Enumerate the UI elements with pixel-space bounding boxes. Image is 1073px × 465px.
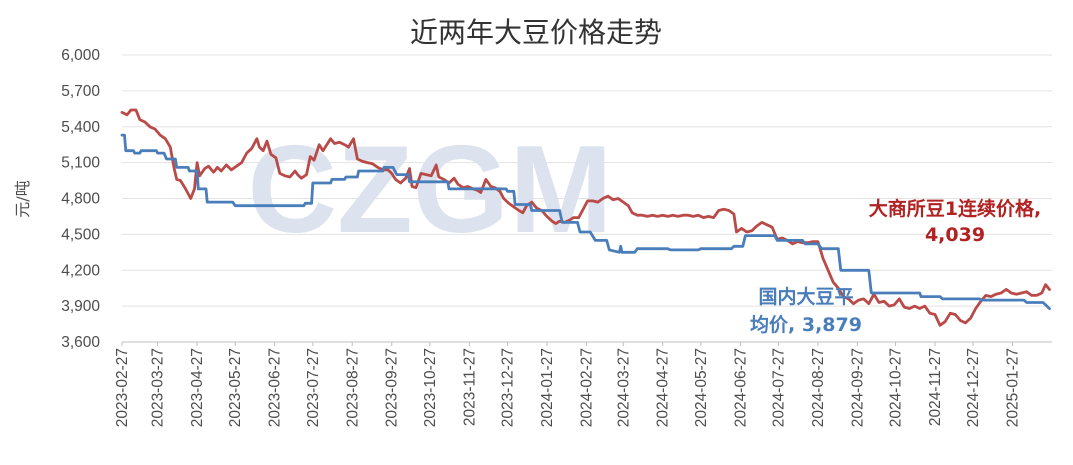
- x-tick-label: 2024-09-27: [849, 348, 866, 427]
- x-tick-label: 2023-10-27: [422, 348, 439, 427]
- annotation-dalian: 4,039: [925, 224, 985, 246]
- x-tick-label: 2023-08-27: [344, 348, 361, 427]
- x-tick-label: 2024-05-27: [693, 348, 710, 427]
- x-tick-label: 2024-10-27: [888, 348, 905, 427]
- y-tick-label: 3,900: [61, 298, 100, 315]
- annotation-dalian: 大商所豆1连续价格,: [869, 197, 1041, 220]
- annotation-domestic: 均价, 3,879: [750, 313, 862, 336]
- x-tick-label: 2023-07-27: [305, 348, 322, 427]
- y-tick-label: 5,400: [61, 119, 100, 136]
- x-tick-label: 2023-05-27: [227, 348, 244, 427]
- x-axis-ticks: 2023-02-27 2023-03-27 2023-04-27 2023-05-27…: [114, 342, 1022, 427]
- series-lines: [120, 108, 1051, 327]
- x-tick-label: 2024-03-27: [615, 348, 632, 427]
- x-tick-label: 2024-11-27: [927, 348, 944, 426]
- x-tick-label: 2024-06-27: [732, 348, 749, 427]
- x-tick-label: 2024-04-27: [655, 348, 672, 427]
- x-tick-label: 2023-04-27: [189, 348, 206, 427]
- chart-title: 近两年大豆价格走势: [410, 16, 662, 49]
- y-tick-label: 5,100: [61, 155, 100, 172]
- x-tick-label: 2024-02-27: [578, 348, 595, 427]
- y-axis-ticks: 6,000 5,700 5,400 5,100 4,800 4,500 4,200 3,900…: [61, 47, 100, 351]
- y-tick-label: 4,200: [61, 262, 100, 279]
- annotation-domestic: 国内大豆平: [758, 285, 853, 308]
- y-tick-label: 6,000: [61, 47, 100, 64]
- series-line-domestic: [120, 133, 1051, 310]
- series-line-dalian: [120, 108, 1051, 327]
- x-tick-label: 2023-06-27: [267, 348, 284, 427]
- x-tick-label: 2023-11-27: [461, 348, 478, 426]
- x-tick-label: 2024-01-27: [539, 348, 556, 427]
- y-tick-label: 4,800: [61, 191, 100, 208]
- x-tick-label: 2024-08-27: [810, 348, 827, 427]
- x-tick-label: 2024-12-27: [965, 348, 982, 427]
- y-tick-label: 3,600: [61, 334, 100, 351]
- x-tick-label: 2023-03-27: [150, 348, 167, 427]
- watermark: CZGM: [247, 121, 612, 259]
- y-tick-label: 5,700: [61, 83, 100, 100]
- y-axis-label: 元/吨: [13, 180, 32, 217]
- y-tick-label: 4,500: [61, 226, 100, 243]
- x-tick-label: 2025-01-27: [1005, 348, 1022, 427]
- x-tick-label: 2024-07-27: [770, 348, 787, 427]
- x-tick-label: 2023-12-27: [499, 348, 516, 427]
- x-tick-label: 2023-02-27: [114, 348, 131, 427]
- x-tick-label: 2023-09-27: [384, 348, 401, 427]
